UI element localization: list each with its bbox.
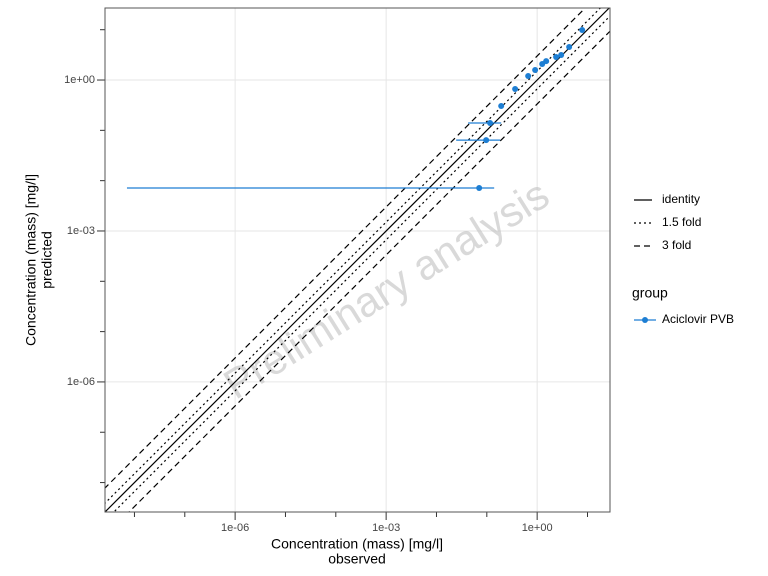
point [476,184,483,191]
reference-lines [105,8,610,512]
point [579,27,586,34]
point [543,58,550,65]
x-tick-label: 1e-06 [221,522,249,534]
legend-label: 3 fold [662,238,691,252]
legend-label: identity [662,192,700,206]
x-tick-label: 1e+00 [522,522,553,534]
point [525,73,532,80]
reference-line [105,8,587,489]
point [487,119,494,126]
legend-label: 1.5 fold [662,215,701,229]
point [558,52,565,59]
legend-point [642,317,648,323]
x-axis-subtitle: observed [328,551,386,567]
legend-label: Aciclovir PVB [662,312,734,326]
y-tick-label: 1e-06 [67,376,95,388]
reference-line [128,30,610,512]
y-axis-subtitle: predicted [39,231,55,289]
point [512,86,519,93]
point [532,67,539,74]
point [553,54,560,61]
point [566,44,573,51]
reference-line [105,8,610,512]
plot-border [104,7,611,513]
x-axis-title: Concentration (mass) [mg/l] [271,536,443,552]
x-tick-label: 1e-03 [372,522,400,534]
y-tick-label: 1e+00 [64,74,95,86]
point [498,103,505,110]
y-tick-label: 1e-03 [67,225,95,237]
legend-title: group [632,285,668,301]
reference-line [105,8,602,504]
point [483,137,490,144]
y-axis-title: Concentration (mass) [mg/l] [23,174,39,346]
